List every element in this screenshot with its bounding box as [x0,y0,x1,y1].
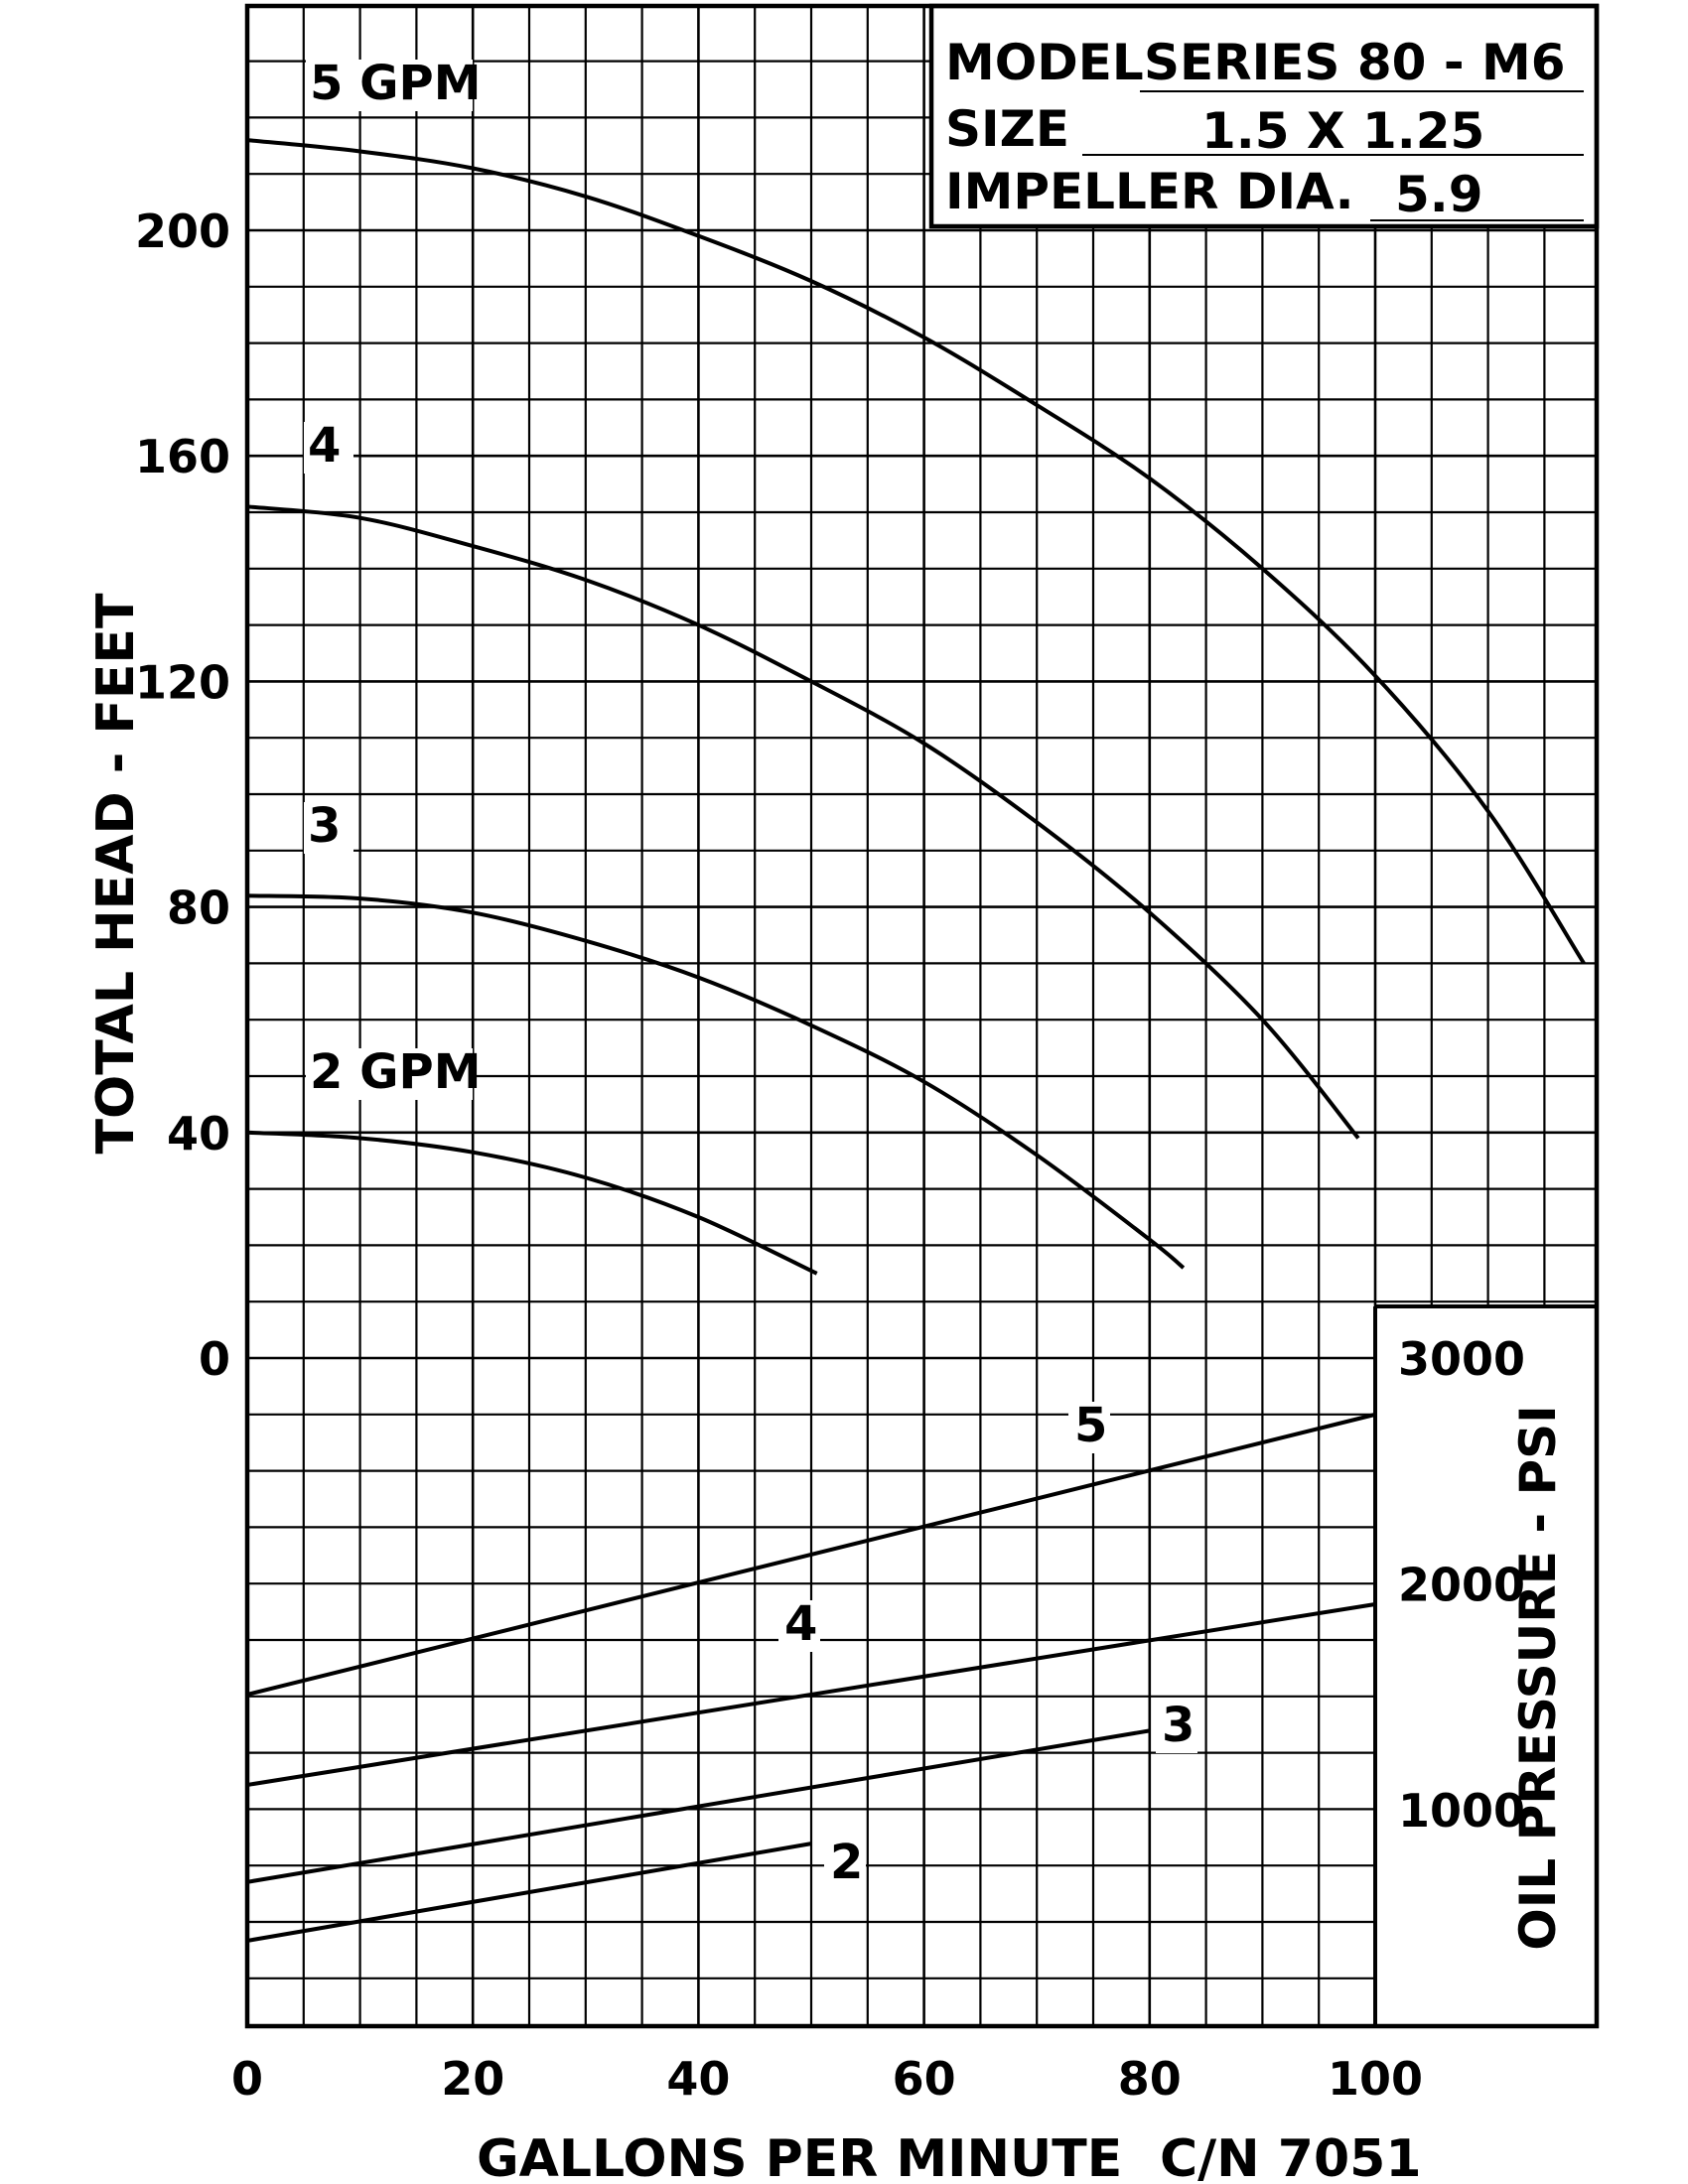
series-label-bg [304,802,353,854]
head-tick-label: 40 [167,1107,230,1160]
impeller-label: IMPELLER DIA. [945,163,1354,220]
pressure-line-0 [246,1412,1376,1697]
head-curve-1 [246,504,1360,1140]
pressure-tick-label: 1000 [1398,1784,1525,1838]
x-axis-title: GALLONS PER MINUTE [477,2129,1122,2184]
x-tick-label: 60 [893,2052,956,2106]
head-series-label-1: 4 [308,418,341,474]
series-label-bg [1156,1702,1197,1753]
series-label-bg [306,60,473,111]
series-label-bg [778,1600,820,1652]
pressure-axis-title: OIL PRESSURE - PSI [1509,1405,1567,1951]
head-series-label-0: 5 GPM [310,56,481,111]
x-tick-label: 80 [1118,2052,1182,2106]
x-tick-label: 100 [1328,2052,1423,2106]
size-label: SIZE [945,100,1069,158]
part-number: C/N 7051 [1160,2129,1422,2184]
pressure-series-label-3: 2 [830,1835,863,1890]
size-value: 1.5 X 1.25 [1201,102,1484,160]
head-tick-label: 200 [135,205,230,258]
pressure-series-label-0: 5 [1074,1398,1107,1453]
head-tick-label: 160 [135,430,230,483]
series-label-bg [304,422,353,474]
head-series-label-2: 3 [308,798,341,854]
pressure-line-3 [246,1842,812,1943]
plot-frame [244,3,1600,2029]
series-label-bg [1068,1402,1110,1453]
x-tick-label: 40 [666,2052,730,2106]
head-curve-3 [246,1130,818,1276]
pressure-series-label-1: 4 [784,1596,817,1652]
impeller-value: 5.9 [1395,166,1483,223]
x-tick-label: 0 [231,2052,263,2106]
head-series-label-3: 2 GPM [310,1044,481,1100]
head-tick-label: 120 [135,655,230,709]
curve-layer [246,138,1586,1943]
head-curve-2 [246,893,1186,1270]
series-label-bg [824,1839,866,1890]
pressure-tick-label: 2000 [1398,1559,1525,1612]
info-box: MODEL SERIES 80 - M6 SIZE 1.5 X 1.25 IMP… [928,3,1600,229]
head-axis-title: TOTAL HEAD - FEET [86,593,146,1154]
head-curve-0 [246,138,1586,965]
series-label-bg [306,1048,473,1100]
series-labels: 5 GPM 4 3 2 GPM 5 4 3 2 [304,56,1197,1890]
pressure-axis-panel [1375,1306,1596,2026]
pressure-tick-label: 3000 [1398,1332,1525,1386]
model-label: MODEL [945,34,1144,91]
x-tick-label: 20 [441,2052,504,2106]
pressure-series-label-2: 3 [1162,1698,1195,1753]
head-tick-label: 0 [199,1332,230,1386]
pressure-line-2 [246,1728,1151,1884]
pressure-line-1 [246,1602,1376,1787]
model-value: SERIES 80 - M6 [1144,34,1566,91]
head-tick-label: 80 [167,882,230,935]
